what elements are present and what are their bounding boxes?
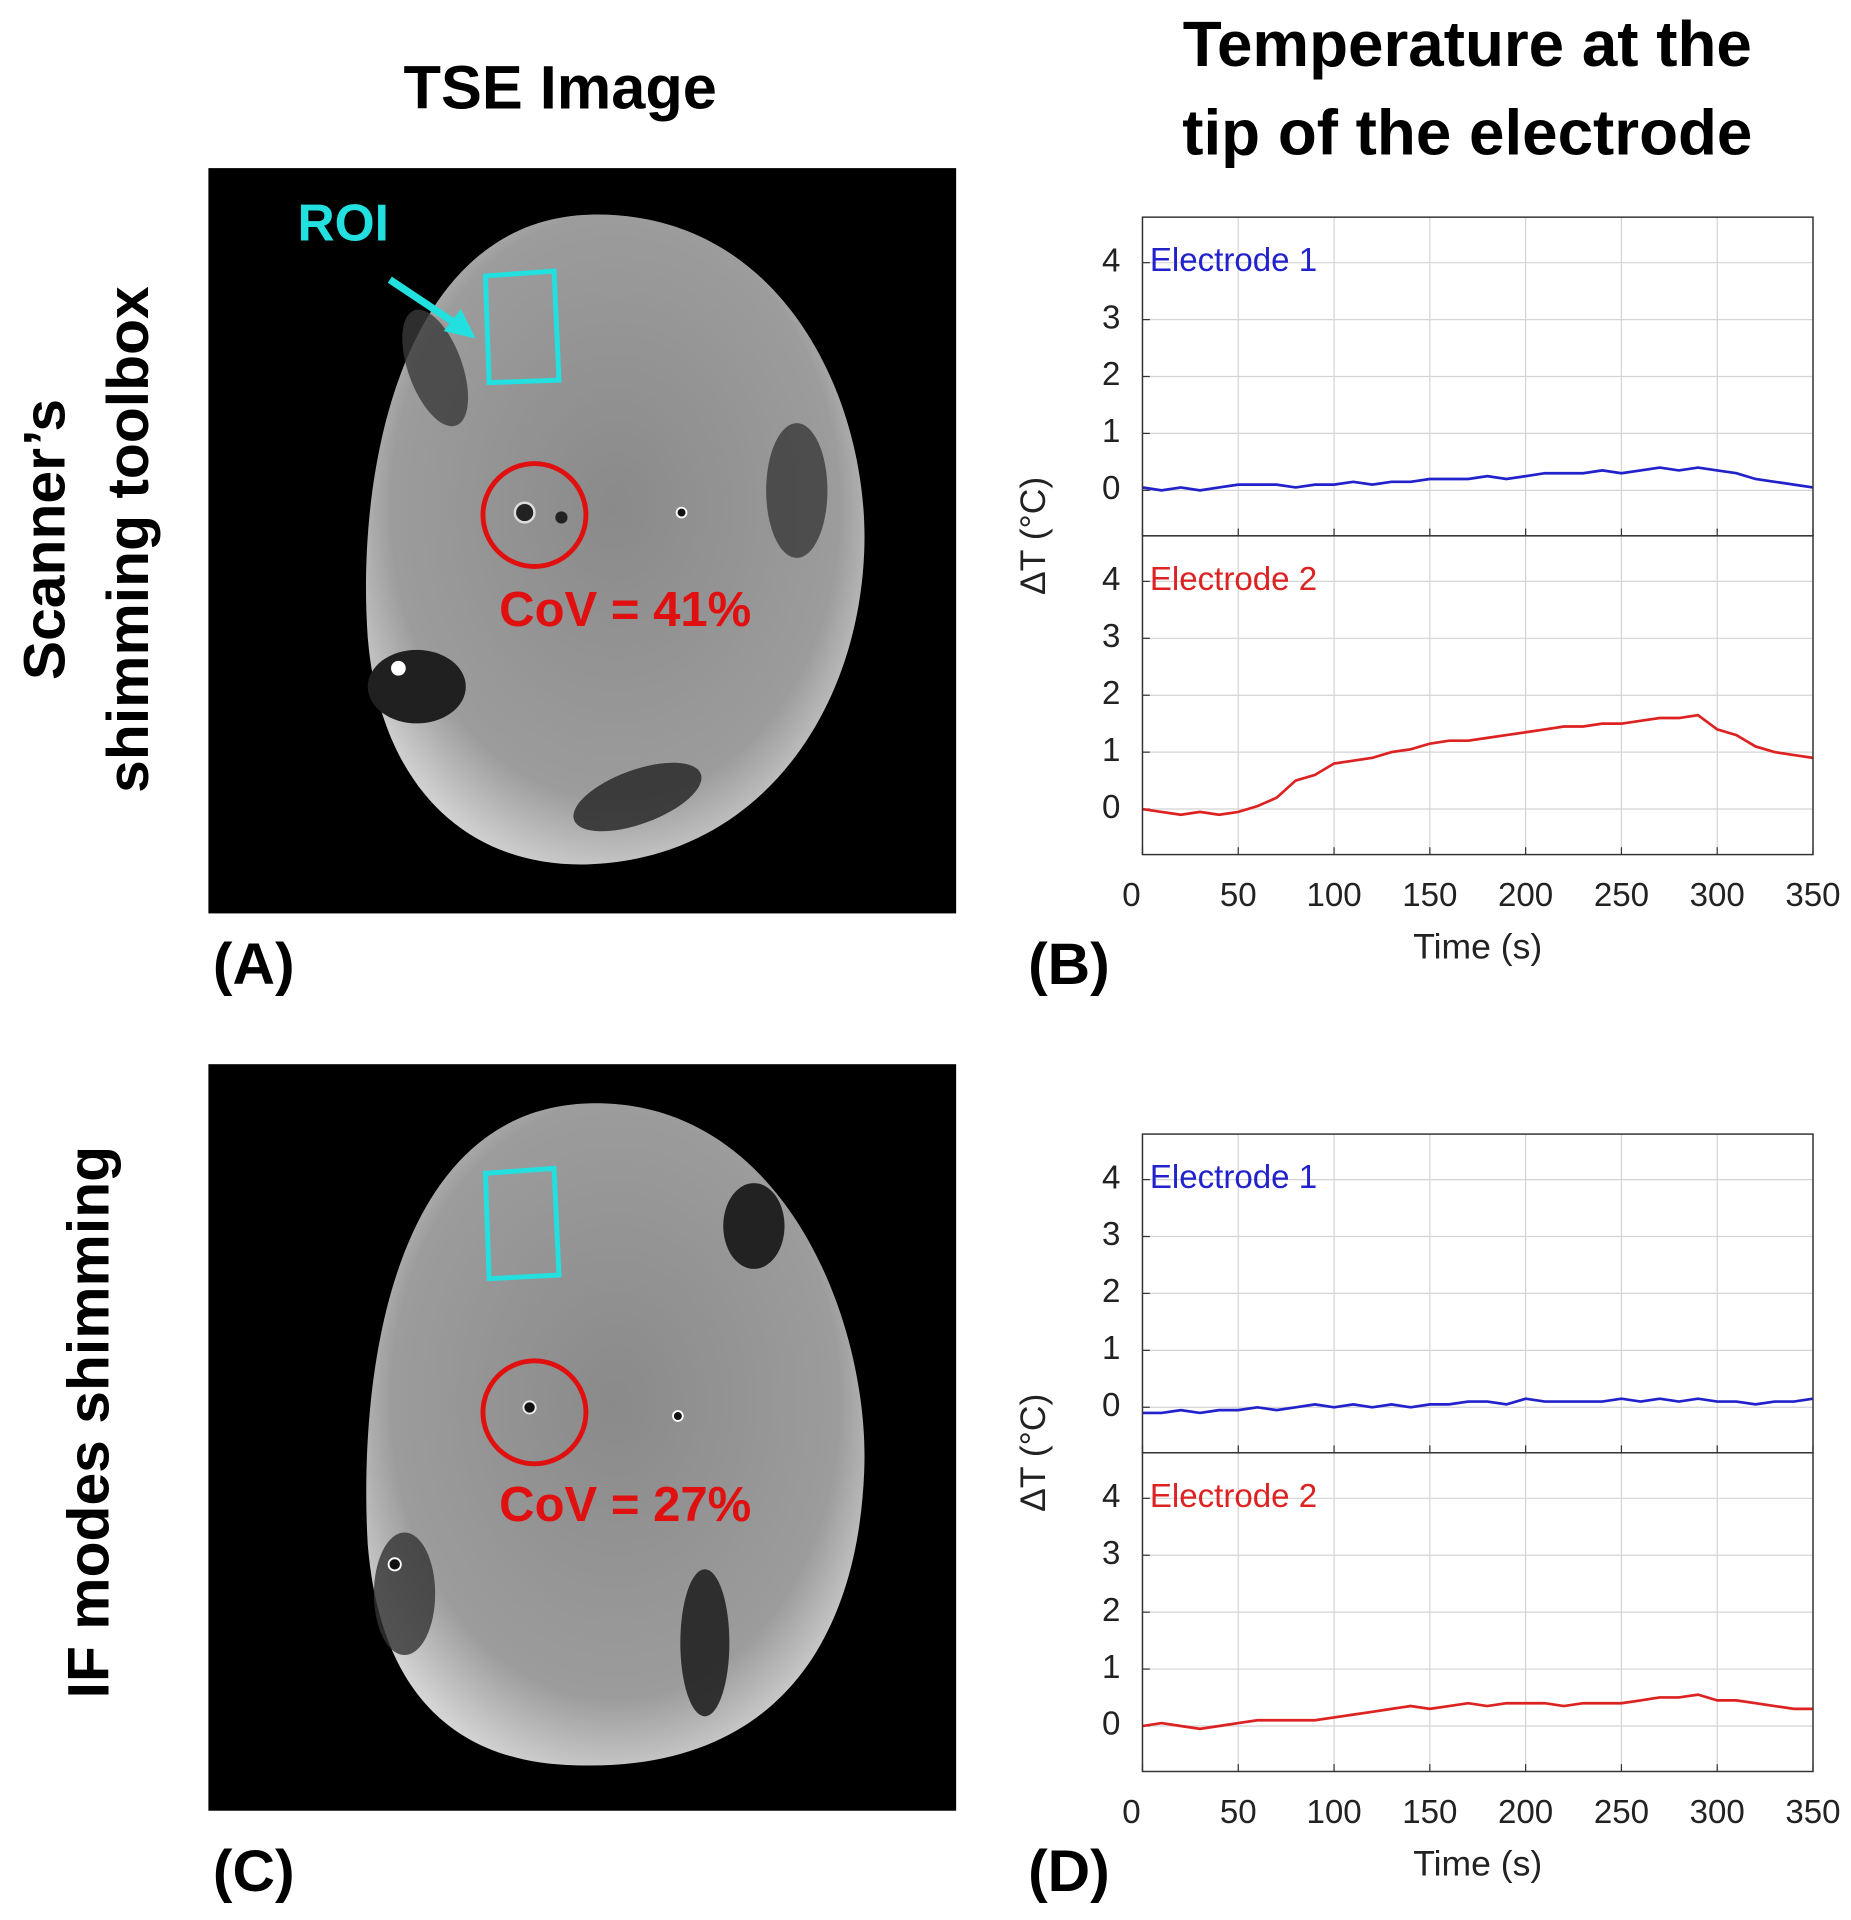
row-label: IF modes shimming [57,1146,122,1698]
mri-image: CoV = 27% [208,1064,957,1811]
x-tick-label: 350 [1785,877,1840,914]
y-tick-label: 1 [1102,1330,1120,1367]
y-axis-label: ΔT (°C) [1013,477,1053,595]
artifact [766,423,828,558]
data-line [1142,1693,1813,1731]
y-tick-label: 3 [1102,618,1120,655]
roi-box [482,1165,562,1282]
x-tick-label: 100 [1306,877,1361,914]
artifact [402,309,469,427]
chart: 0 1 2 3 4 Electrode 1 0 1 2 3 4 Electrode 2 0 50 100 15… [1013,216,1841,966]
y-tick-label: 4 [1102,1478,1120,1515]
electrode-spot [391,660,406,676]
y-tick-label: 1 [1102,413,1120,450]
roi-box [482,268,562,386]
data-line [1142,713,1814,817]
electrode-spot [513,501,536,524]
x-tick-label: 200 [1498,1794,1553,1831]
y-tick-label: 4 [1102,242,1120,279]
panel-label: (A) [213,932,295,997]
x-tick-label: 0 [1122,1794,1140,1831]
series-label: Electrode 1 [1150,1159,1317,1196]
artifact [373,1532,436,1656]
series-label: Electrode 1 [1150,242,1317,279]
electrode-spot [675,506,688,519]
cov-label: CoV = 27% [499,1478,751,1532]
panel-label: (D) [1028,1839,1110,1904]
roi-arrow-head [443,309,476,339]
electrode-circle [480,1358,589,1467]
x-axis-label: Time (s) [1413,926,1542,966]
y-tick-label: 3 [1102,1216,1120,1253]
data-line [1142,1397,1814,1415]
y-axis-label: ΔT (°C) [1013,1394,1053,1512]
y-tick-label: 2 [1102,1592,1120,1629]
y-tick-label: 1 [1102,1649,1120,1686]
x-tick-label: 150 [1402,1794,1457,1831]
mri-image: ROI CoV = 41% [208,168,957,914]
y-tick-label: 0 [1102,1706,1120,1743]
row-label: shimming toolbox [96,286,161,793]
x-tick-label: 200 [1498,877,1553,914]
electrode-spot [555,511,568,524]
plot-frame [1141,535,1814,856]
panel-label: (B) [1028,932,1110,997]
artifact [367,649,466,724]
y-tick-label: 2 [1102,1273,1120,1310]
electrode-spot [672,1410,684,1422]
electrode-spot [387,1557,402,1572]
chart-column-title: Temperature at the [1183,8,1752,80]
artifact [573,762,702,832]
electrode-circle [480,461,589,569]
y-tick-label: 0 [1102,470,1120,507]
cov-label: CoV = 41% [499,583,751,637]
x-tick-label: 100 [1306,1794,1361,1831]
series-label: Electrode 2 [1150,561,1317,598]
y-tick-label: 4 [1102,1159,1120,1196]
x-tick-label: 300 [1690,1794,1745,1831]
x-tick-label: 0 [1122,877,1140,914]
y-tick-label: 4 [1102,561,1120,598]
panel-label: (C) [213,1839,295,1904]
artifact [723,1183,785,1269]
y-tick-label: 0 [1102,789,1120,826]
data-line [1142,466,1814,492]
chart: 0 1 2 3 4 Electrode 1 0 1 2 3 4 Electrode 2 0 50 100 15… [1013,1133,1841,1883]
series-label: Electrode 2 [1150,1478,1317,1515]
plot-frame [1141,1452,1814,1773]
x-tick-label: 50 [1220,877,1257,914]
image-column-title: TSE Image [404,53,717,121]
y-tick-label: 2 [1102,356,1120,393]
y-tick-label: 1 [1102,732,1120,769]
y-tick-label: 2 [1102,675,1120,712]
roi-arrow [387,276,466,332]
x-axis-label: Time (s) [1413,1843,1542,1883]
y-tick-label: 3 [1102,1535,1120,1572]
y-tick-label: 3 [1102,299,1120,336]
x-tick-label: 250 [1594,877,1649,914]
x-tick-label: 150 [1402,877,1457,914]
electrode-spot [522,1400,537,1415]
x-tick-label: 350 [1785,1794,1840,1831]
y-tick-label: 0 [1102,1387,1120,1424]
chart-column-title: tip of the electrode [1182,96,1752,168]
row-label: Scanner’s [13,399,78,680]
x-tick-label: 300 [1690,877,1745,914]
artifact [680,1569,730,1717]
x-tick-label: 50 [1220,1794,1257,1831]
roi-label: ROI [297,194,389,252]
x-tick-label: 250 [1594,1794,1649,1831]
